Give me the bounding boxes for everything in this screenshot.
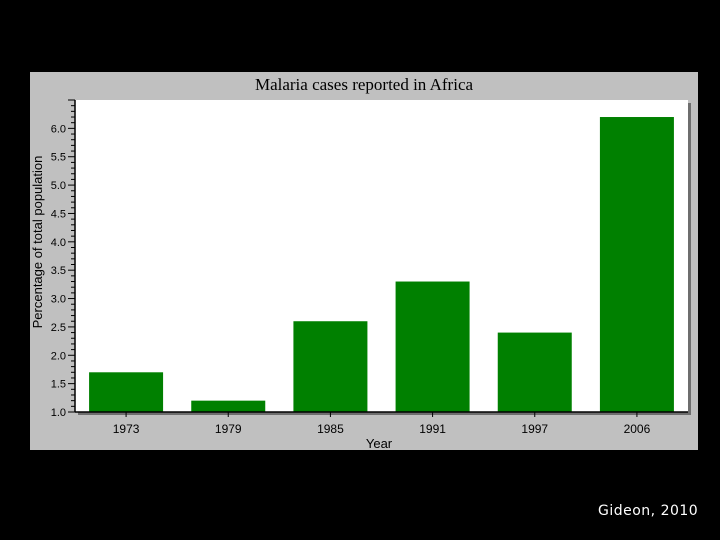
x-tick-label: 1979 [215,422,242,436]
y-tick-label: 3.5 [51,265,66,277]
y-tick-label: 1.0 [51,407,66,419]
x-tick-label: 1997 [521,422,548,436]
bar-2006 [599,117,674,412]
y-tick-label: 4.5 [51,208,66,220]
y-tick-label: 5.5 [51,152,66,164]
plot-area: 1973 1979 1985 1991 1997 2006 1.0 1.5 2.0 2.5 3.0 3… [51,99,691,436]
bar-1973 [89,372,164,412]
bar-1985 [293,321,368,412]
y-tick-label: 2.5 [51,322,66,334]
plot-background [75,100,688,412]
bar-chart: Malaria cases reported in Africa 1973 197… [30,75,691,450]
y-tick-label: 4.0 [51,237,66,249]
x-axis-label: Year [366,436,393,450]
y-tick-label: 5.0 [51,180,66,192]
y-axis-label: Percentage of total population [30,156,45,329]
chart-title: Malaria cases reported in Africa [255,75,474,94]
chart-panel: Malaria cases reported in Africa 1973 197… [30,72,698,450]
y-tick-label: 1.5 [51,379,66,391]
y-tick-label: 2.0 [51,350,66,362]
bar-1991 [395,281,470,412]
y-tick-label: 3.0 [51,294,66,306]
bar-1979 [191,400,266,412]
source-credit: Gideon, 2010 [598,503,699,519]
x-tick-label: 2006 [624,422,651,436]
y-tick-label: 6.0 [51,123,66,135]
x-tick-label: 1991 [419,422,446,436]
x-tick-label: 1985 [317,422,344,436]
bar-1997 [497,332,572,412]
x-tick-label: 1973 [113,422,140,436]
